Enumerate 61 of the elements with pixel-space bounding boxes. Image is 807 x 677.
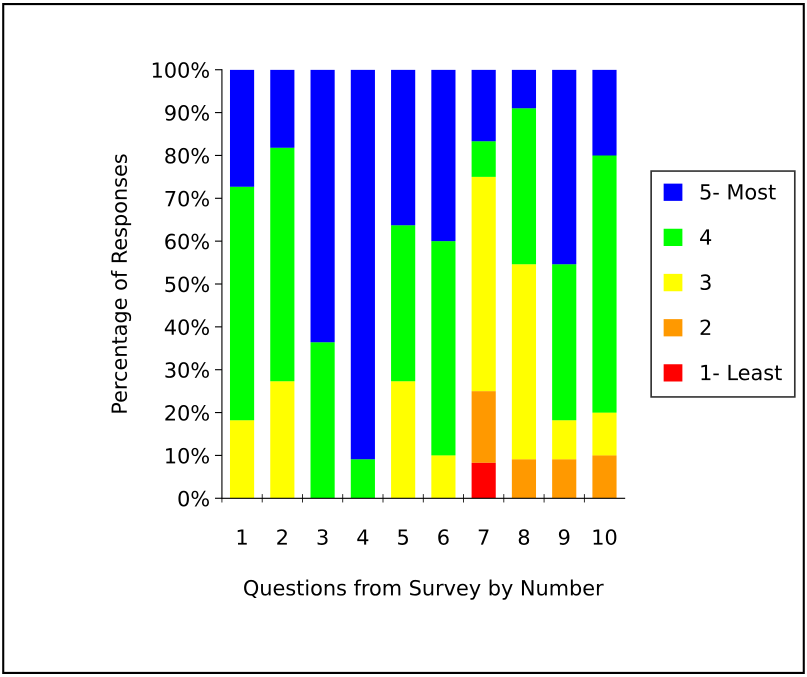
legend-label: 4 [700,229,712,245]
bar [512,108,536,264]
x-tick-label: 8 [518,529,530,545]
y-tick-label: 40% [164,319,209,336]
bar [552,459,576,498]
bar [472,462,496,498]
y-tick-label: 0% [178,490,209,506]
bar [592,412,617,456]
bar [391,381,416,498]
bar [552,420,576,460]
bar [592,70,617,156]
bar [391,70,416,226]
bar [431,455,456,498]
legend-label: 3 [700,274,711,290]
bar [472,176,496,392]
x-axis-title: Questions from Survey by Number [244,580,604,600]
bar [472,141,496,177]
x-tick-label: 1 [238,529,247,545]
x-tick-label: 3 [318,529,328,545]
bar [592,455,617,498]
bar [431,241,456,456]
y-tick-label: 70% [166,190,209,207]
bar [350,459,375,498]
bar [350,70,375,460]
y-tick-label: 10% [166,448,209,464]
bar [310,70,335,342]
y-axis-title: Percentage of Responses [110,154,132,413]
y-tick-label: 100% [152,62,209,78]
bar [472,70,496,142]
bar [270,148,294,382]
y-tick-label: 50% [165,276,209,292]
bar [230,186,254,420]
bar [310,342,335,498]
x-tick-label: 10 [594,529,616,545]
x-tick-label: 7 [478,529,489,545]
bar [230,70,254,187]
x-tick-label: 4 [357,529,368,545]
bar [431,70,456,242]
bar [512,459,536,498]
x-tick-label: 2 [277,529,287,545]
bar [592,155,617,413]
bar [270,381,294,498]
y-tick-label: 20% [165,405,209,421]
x-tick-label: 6 [438,529,449,545]
bar [552,264,576,420]
y-tick-label: 60% [165,234,209,250]
bar [552,70,576,264]
bar [270,70,294,148]
legend-label: 5- Most [700,184,776,200]
x-tick-label: 5 [398,529,408,545]
bar [512,264,536,460]
x-tick-label: 9 [558,529,570,545]
legend-label: 2 [700,319,710,335]
y-tick-label: 90% [165,105,209,121]
y-tick-label: 30% [165,362,209,378]
bar [230,420,254,498]
bar [472,391,496,463]
legend-label: 1- Least [701,364,782,380]
bar [512,70,536,108]
bar [391,225,416,382]
y-tick-label: 80% [165,148,209,164]
